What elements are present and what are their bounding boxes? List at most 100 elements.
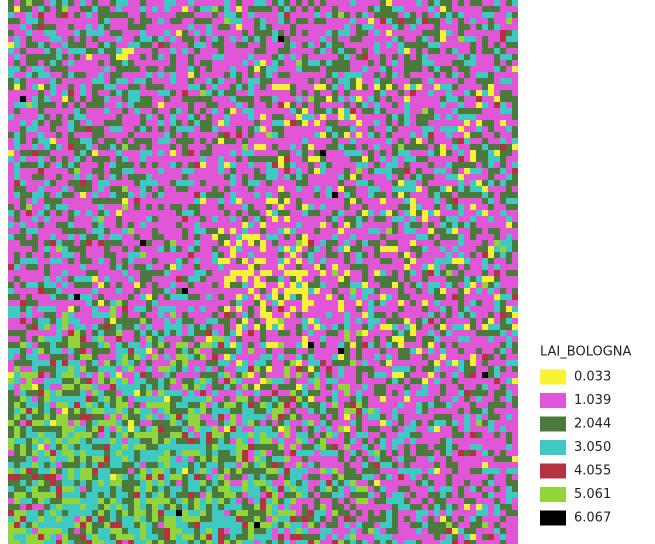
raster-cell (422, 246, 428, 252)
raster-cell (356, 198, 362, 204)
raster-cell (20, 90, 26, 96)
raster-cell (158, 180, 164, 186)
raster-cell (218, 132, 224, 138)
raster-cell (158, 264, 164, 270)
raster-cell (206, 42, 212, 48)
raster-cell (56, 36, 62, 42)
raster-cell (230, 312, 236, 318)
raster-cell (218, 288, 224, 294)
raster-cell (380, 252, 386, 258)
raster-cell (452, 114, 458, 120)
raster-cell (506, 162, 512, 168)
raster-cell (284, 12, 290, 18)
raster-cell (422, 42, 428, 48)
raster-cell (326, 210, 332, 216)
raster-cell (506, 342, 512, 348)
raster-cell (26, 318, 32, 324)
raster-cell (512, 204, 518, 210)
raster-cell (326, 276, 332, 282)
raster-cell (20, 312, 26, 318)
raster-cell (392, 0, 398, 6)
raster-cell (386, 240, 392, 246)
raster-cell (398, 12, 404, 18)
raster-cell (350, 336, 356, 342)
raster-cell (188, 114, 194, 120)
raster-cell (374, 12, 380, 18)
raster-cell (344, 54, 350, 60)
raster-cell (248, 84, 254, 90)
raster-cell (32, 294, 38, 300)
raster-cell (392, 18, 398, 24)
raster-cell (338, 246, 344, 252)
raster-cell (506, 204, 512, 210)
raster-cell (68, 6, 74, 12)
raster-cell (392, 312, 398, 318)
raster-cell (170, 18, 176, 24)
raster-cell (296, 192, 302, 198)
raster-cell (128, 132, 134, 138)
raster-cell (398, 6, 404, 12)
raster-cell (344, 102, 350, 108)
raster-cell (110, 144, 116, 150)
raster-cell (350, 282, 356, 288)
raster-cell (62, 162, 68, 168)
raster-cell (338, 54, 344, 60)
raster-cell (98, 282, 104, 288)
raster-cell (428, 228, 434, 234)
raster-cell (128, 90, 134, 96)
raster-cell (380, 60, 386, 66)
raster-cell (92, 210, 98, 216)
raster-cell (428, 150, 434, 156)
raster-cell (200, 162, 206, 168)
raster-cell (86, 306, 92, 312)
raster-cell (326, 138, 332, 144)
raster-cell (368, 48, 374, 54)
raster-cell (476, 306, 482, 312)
raster-cell (218, 120, 224, 126)
raster-cell (218, 336, 224, 342)
raster-cell (44, 24, 50, 30)
raster-cell (26, 18, 32, 24)
raster-cell (242, 138, 248, 144)
raster-cell (230, 6, 236, 12)
raster-cell (314, 78, 320, 84)
raster-cell (20, 84, 26, 90)
raster-cell (506, 78, 512, 84)
raster-cell (110, 78, 116, 84)
raster-cell (464, 54, 470, 60)
raster-cell (488, 36, 494, 42)
raster-cell (320, 252, 326, 258)
raster-cell (362, 300, 368, 306)
raster-cell (260, 84, 266, 90)
raster-cell (260, 204, 266, 210)
raster-cell (338, 312, 344, 318)
raster-cell (164, 318, 170, 324)
raster-cell (260, 126, 266, 132)
raster-cell (260, 246, 266, 252)
raster-cell (242, 336, 248, 342)
raster-cell (464, 228, 470, 234)
raster-cell (236, 60, 242, 66)
raster-cell (116, 138, 122, 144)
raster-cell (248, 108, 254, 114)
raster-cell (254, 30, 260, 36)
raster-cell (374, 252, 380, 258)
raster-cell (26, 312, 32, 318)
raster-cell (326, 306, 332, 312)
raster-cell (152, 342, 158, 348)
raster-cell (152, 0, 158, 6)
raster-cell (464, 282, 470, 288)
raster-cell (272, 222, 278, 228)
raster-cell (236, 246, 242, 252)
raster-cell (20, 324, 26, 330)
raster-cell (122, 264, 128, 270)
raster-cell (242, 264, 248, 270)
raster-cell (194, 78, 200, 84)
raster-cell (386, 348, 392, 354)
raster-cell (188, 66, 194, 72)
raster-cell (314, 138, 320, 144)
raster-cell (182, 144, 188, 150)
raster-cell (188, 270, 194, 276)
raster-cell (506, 324, 512, 330)
raster-cell (92, 126, 98, 132)
